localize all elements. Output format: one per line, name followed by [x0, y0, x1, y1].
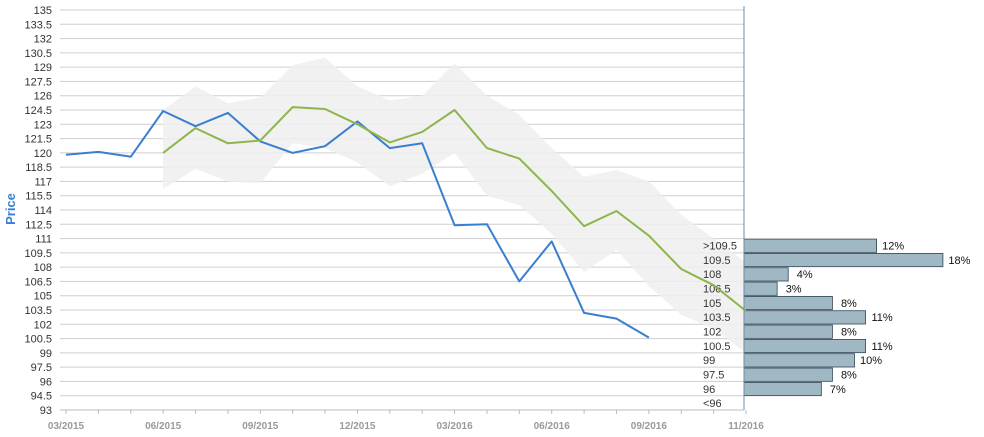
y-tick-label: 123 — [34, 119, 52, 131]
y-tick-label: 129 — [34, 62, 52, 74]
distribution-pct-label: 8% — [841, 327, 857, 339]
distribution-bin-label: <96 — [703, 398, 722, 410]
distribution-bar — [743, 267, 789, 282]
x-tick-label: 11/2016 — [728, 421, 764, 432]
distribution-pct-label: 11% — [871, 312, 892, 324]
y-axis-ticks: 135 133.5 132 130.5 129 127.5 126 124.5 123 121.5… — [24, 5, 52, 417]
distribution-bar — [743, 338, 866, 354]
distribution-pct-label: 12% — [882, 241, 904, 253]
y-tick-label: 109.5 — [24, 248, 52, 260]
distribution-bin-label: 96 — [703, 384, 715, 396]
y-tick-label: 130.5 — [24, 48, 52, 60]
distribution-pct-label: 10% — [860, 355, 882, 367]
y-tick-label: 126 — [34, 91, 52, 103]
distribution-pct-label: 8% — [841, 298, 857, 310]
x-axis-ticks: 03/2015 06/2015 09/2015 12/2015 03/2016 06/20… — [48, 421, 764, 432]
distribution-bin-label: 105 — [703, 298, 721, 310]
distribution-bar — [743, 253, 944, 268]
y-tick-label: 115.5 — [25, 191, 52, 203]
x-tick-label: 06/2015 — [145, 421, 182, 432]
y-tick-label: 124.5 — [24, 105, 52, 117]
y-tick-label: 132 — [34, 34, 52, 46]
y-axis-label: Price — [3, 193, 18, 225]
distribution-bin-label: 99 — [703, 355, 715, 367]
y-tick-label: 97.5 — [31, 362, 52, 374]
distribution-bin-label: 100.5 — [703, 341, 731, 353]
y-tick-label: 118.5 — [25, 162, 52, 174]
distribution-bar — [743, 367, 833, 382]
y-tick-label: 111 — [35, 234, 52, 246]
distribution-pct-label: 8% — [841, 370, 857, 382]
distribution-bar — [743, 324, 833, 339]
distribution-bin-label: 109.5 — [703, 255, 731, 267]
confidence-band — [163, 57, 747, 353]
y-tick-label: 114 — [34, 205, 52, 217]
distribution-pct-label: 11% — [871, 341, 892, 353]
x-tick-label: 09/2016 — [631, 421, 668, 432]
y-tick-label: 120 — [34, 148, 52, 160]
y-tick-label: 135 — [34, 5, 52, 17]
y-tick-label: 105 — [34, 291, 52, 303]
distribution-bar — [743, 353, 855, 368]
distribution-bin-label: 108 — [703, 269, 721, 281]
distribution-pct-label: 4% — [797, 269, 813, 281]
y-tick-label: 96 — [40, 376, 52, 388]
distribution-bar — [743, 295, 833, 311]
series-line-1 — [162, 106, 747, 312]
distribution-bin-label: 106.5 — [703, 284, 731, 296]
y-tick-label: 99 — [40, 348, 52, 360]
distribution-bar — [743, 238, 878, 253]
distribution-pct-label: 18% — [948, 255, 970, 267]
y-tick-label: 121.5 — [24, 134, 52, 146]
x-tick-label: 03/2015 — [48, 421, 85, 432]
x-tick-label: 03/2016 — [436, 421, 473, 432]
y-tick-label: 112.5 — [25, 219, 52, 231]
x-tick-label: 12/2015 — [339, 421, 376, 432]
distribution-bin-label: >109.5 — [703, 241, 737, 253]
series-line-0 — [65, 110, 650, 339]
x-tick-label: 09/2015 — [242, 421, 279, 432]
y-tick-label: 93 — [40, 405, 52, 417]
y-tick-label: 108 — [34, 262, 52, 274]
x-tick-label: 06/2016 — [534, 421, 571, 432]
y-tick-label: 100.5 — [24, 334, 52, 346]
y-tick-label: 102 — [34, 319, 52, 331]
distribution-bin-label: 97.5 — [703, 370, 724, 382]
distribution-pct-label: 3% — [786, 284, 802, 296]
distribution-bin-label: 102 — [703, 327, 721, 339]
y-tick-label: 117 — [34, 176, 52, 188]
distribution-pct-label: 7% — [830, 384, 846, 396]
distribution-bin-label: 103.5 — [703, 312, 731, 324]
y-tick-label: 106.5 — [24, 276, 52, 288]
forecast-band — [163, 57, 747, 353]
series-lines — [65, 106, 747, 339]
distribution-bar — [743, 310, 866, 325]
distribution-bar — [743, 381, 822, 397]
y-tick-label: 133.5 — [24, 19, 52, 31]
distribution-bar — [743, 281, 778, 296]
y-tick-label: 127.5 — [24, 76, 52, 88]
y-tick-label: 103.5 — [24, 305, 52, 317]
y-tick-label: 94.5 — [31, 391, 52, 403]
axes — [60, 6, 747, 414]
